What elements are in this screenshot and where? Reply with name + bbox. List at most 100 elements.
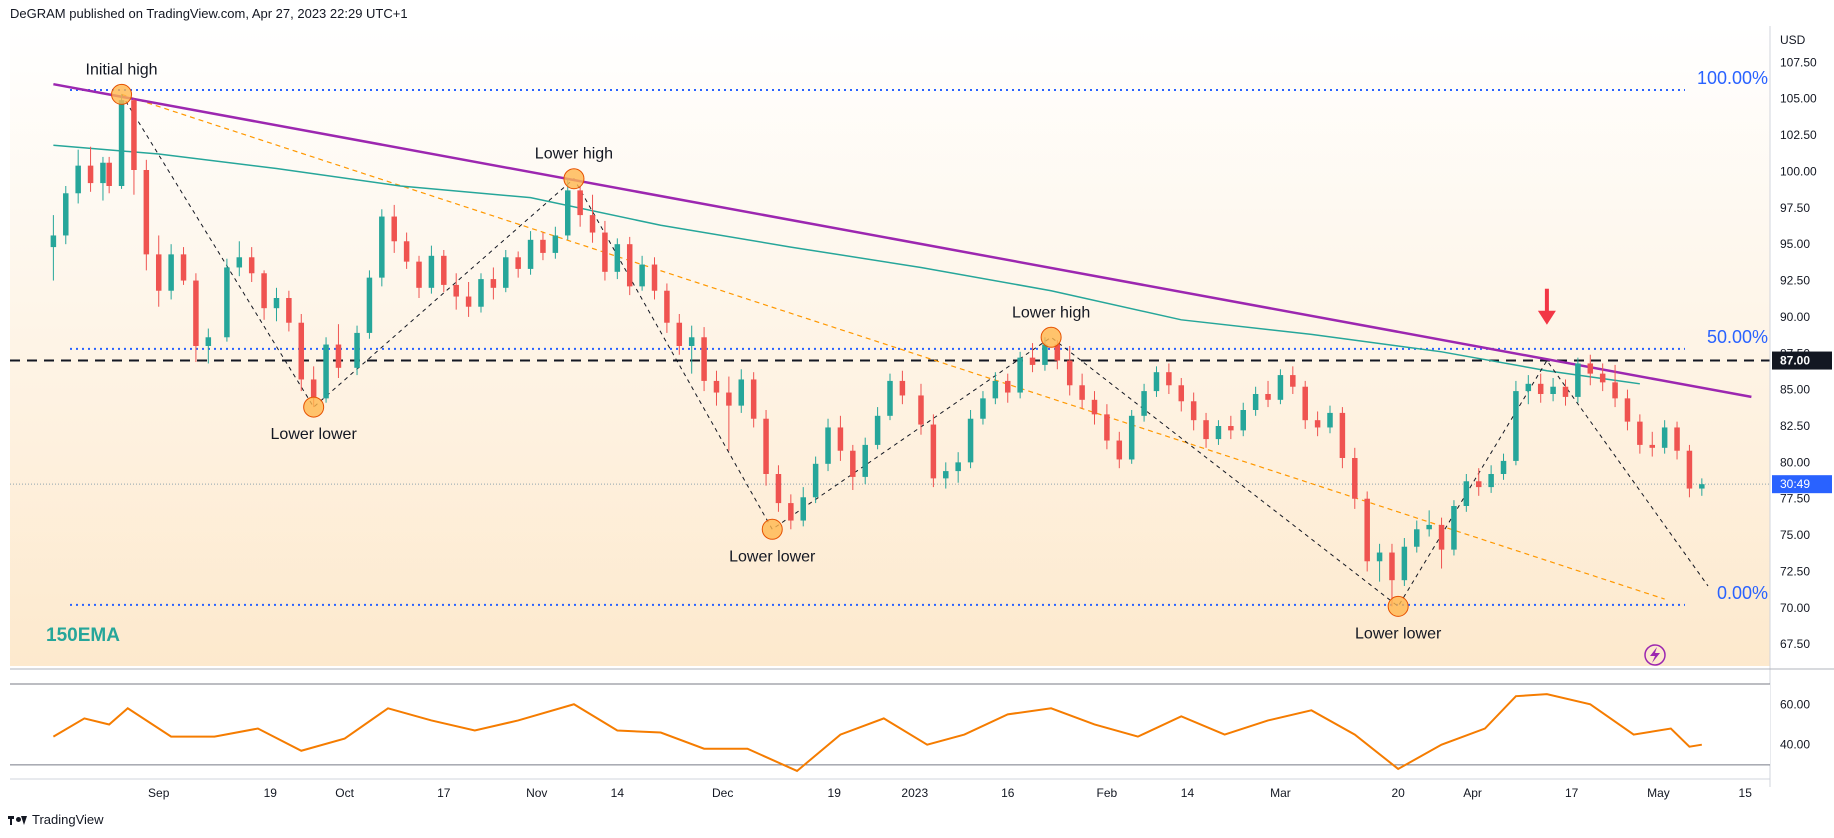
candle-body: [527, 239, 534, 269]
candle-body: [1228, 426, 1234, 431]
time-axis-tick: Oct: [335, 786, 354, 800]
candle-body: [1327, 412, 1333, 428]
price-axis-tick: 102.50: [1780, 128, 1817, 142]
candle-body: [248, 257, 255, 274]
candle-body: [180, 254, 187, 281]
candle-body: [1599, 373, 1606, 383]
candle-body: [775, 474, 782, 504]
candle-body: [1451, 506, 1457, 550]
candle-body: [118, 100, 125, 186]
candle-body: [1661, 427, 1668, 448]
last-price-badge: [1772, 475, 1832, 494]
candle-body: [323, 344, 329, 399]
rsi-band-fill: [10, 684, 1770, 765]
candle-body: [1674, 427, 1680, 451]
candle-body: [224, 267, 230, 338]
candle-body: [1488, 474, 1494, 488]
time-axis-tick: 15: [1739, 786, 1753, 800]
price-axis-tick: 105.00: [1780, 92, 1817, 106]
candle-body: [1463, 481, 1470, 506]
candle-body: [100, 162, 106, 184]
swing-point-marker: [1387, 595, 1409, 617]
candle-body: [676, 322, 683, 346]
candle-body: [589, 215, 596, 233]
candle-body: [286, 298, 292, 323]
candle-body: [967, 418, 974, 463]
time-axis-tick: 19: [264, 786, 278, 800]
candle-body: [1302, 386, 1308, 421]
candle-body: [87, 165, 94, 184]
candle-body: [261, 273, 267, 309]
candle-body: [1500, 460, 1507, 474]
candle-body: [1029, 357, 1036, 365]
candle-body: [1686, 450, 1693, 489]
candle-body: [168, 254, 174, 291]
publisher-header: DeGRAM published on TradingView.com, Apr…: [10, 6, 408, 21]
swing-point-marker: [761, 518, 783, 540]
candle-body: [701, 337, 707, 381]
candle-body: [1166, 372, 1172, 386]
candle-body: [992, 380, 999, 399]
candle-body: [490, 279, 497, 288]
time-axis-tick: 20: [1391, 786, 1405, 800]
candle-body: [763, 418, 769, 474]
fib-level-label: 100.00%: [1697, 68, 1768, 88]
price-pane-background: [10, 26, 1770, 666]
swing-annotation-label: Lower lower: [271, 426, 358, 443]
candle-body: [1091, 399, 1098, 415]
candle-body: [1513, 391, 1519, 461]
candle-body: [1389, 552, 1395, 581]
tradingview-logo-icon: [8, 815, 27, 825]
candle-body: [726, 392, 732, 406]
candle-body: [441, 255, 447, 285]
candle-body: [930, 424, 937, 479]
candle-body: [1612, 382, 1618, 399]
price-axis-tick: 72.50: [1780, 564, 1810, 578]
tradingview-footer: TradingView: [8, 812, 104, 827]
candle-body: [465, 296, 472, 307]
price-axis-tick: 85.00: [1780, 383, 1810, 397]
candle-body: [1649, 444, 1656, 448]
candle-body: [1240, 410, 1246, 431]
candle-body: [503, 257, 509, 288]
candle-body: [1587, 363, 1594, 374]
candle-body: [1153, 372, 1160, 392]
candle-body: [1290, 375, 1296, 387]
level-price-badge: [1772, 351, 1832, 370]
candle-body: [1066, 360, 1073, 386]
candle-body: [887, 380, 893, 416]
candle-body: [1190, 401, 1197, 421]
candle-body: [515, 257, 521, 269]
candle-body: [1079, 385, 1085, 400]
orange-dashed-trendline: [121, 93, 1665, 600]
candle-body: [552, 235, 559, 253]
swing-annotation-label: Lower lower: [1355, 625, 1442, 642]
candle-body: [899, 380, 906, 396]
candle-body: [403, 241, 410, 262]
time-axis-tick: 2023: [901, 786, 928, 800]
candle-body: [416, 261, 422, 288]
price-axis-tick: 75.00: [1780, 528, 1810, 542]
candle-body: [379, 216, 385, 278]
time-axis-tick: 14: [611, 786, 625, 800]
candle-body: [614, 244, 621, 272]
price-axis-tick: 97.50: [1780, 201, 1810, 215]
candle-body: [862, 444, 868, 477]
price-axis-tick: 70.00: [1780, 601, 1810, 615]
candle-body: [205, 337, 212, 346]
candle-body: [1426, 524, 1432, 530]
candle-body: [193, 280, 199, 346]
candle-body: [63, 193, 69, 236]
lightning-icon-bolt: [1650, 647, 1660, 663]
candle-body: [788, 503, 794, 521]
time-axis-tick: Feb: [1097, 786, 1118, 800]
time-axis-tick: Dec: [712, 786, 733, 800]
candle-body: [1364, 498, 1370, 562]
fib-level-label: 0.00%: [1717, 583, 1768, 603]
candle-body: [143, 170, 150, 255]
candle-body: [1537, 383, 1544, 394]
candle-body: [738, 379, 745, 406]
candle-body: [1562, 386, 1569, 397]
candle-body: [1575, 363, 1581, 397]
